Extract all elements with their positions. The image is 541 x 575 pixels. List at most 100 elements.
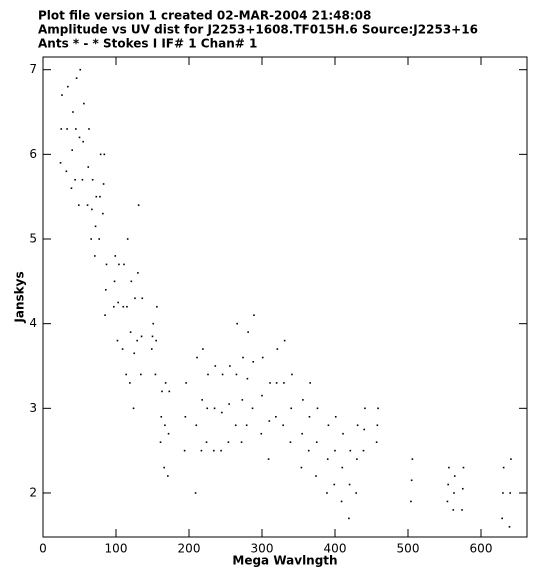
data-point: [340, 500, 343, 503]
data-point: [342, 432, 344, 435]
data-point: [308, 415, 311, 418]
data-point: [228, 403, 230, 405]
data-point: [301, 432, 303, 435]
data-point: [275, 415, 277, 418]
data-point: [326, 492, 328, 494]
data-point: [214, 365, 217, 367]
data-point: [161, 390, 163, 393]
data-point: [164, 424, 166, 427]
data-point: [282, 424, 284, 427]
data-point: [229, 365, 231, 367]
data-point: [502, 492, 504, 494]
data-point: [102, 212, 104, 215]
data-point: [315, 475, 317, 477]
data-point: [252, 360, 255, 363]
data-point: [290, 407, 293, 410]
data-point: [75, 77, 78, 79]
data-point: [156, 305, 158, 308]
data-point: [227, 441, 230, 443]
data-point: [453, 492, 455, 494]
data-point: [246, 377, 249, 380]
data-point: [376, 424, 379, 427]
data-point: [75, 128, 77, 130]
y-tick-label: 4: [29, 316, 37, 330]
data-point: [82, 140, 84, 143]
data-point: [99, 195, 101, 198]
data-point: [81, 178, 84, 181]
data-point: [83, 102, 85, 105]
data-point: [59, 162, 62, 164]
data-point: [87, 166, 90, 168]
data-point: [260, 432, 263, 435]
data-point: [206, 407, 209, 410]
data-point: [334, 449, 336, 452]
data-point: [183, 449, 186, 452]
data-point: [235, 373, 238, 376]
data-point: [410, 500, 412, 503]
data-point: [315, 441, 318, 443]
data-point: [151, 335, 154, 338]
data-point: [355, 492, 357, 494]
data-point: [327, 424, 330, 427]
data-point: [140, 373, 142, 376]
data-point: [349, 449, 352, 452]
data-point: [364, 407, 366, 410]
data-point: [99, 153, 102, 156]
y-tick-label: 5: [29, 232, 37, 246]
data-point: [91, 178, 94, 181]
data-point: [251, 407, 254, 410]
y-tick-label: 7: [29, 62, 37, 76]
data-point: [155, 339, 157, 342]
data-point: [94, 225, 97, 228]
y-tick-label: 3: [29, 401, 37, 415]
data-point: [122, 305, 125, 308]
data-point: [134, 297, 136, 300]
data-point: [447, 483, 449, 486]
data-point: [60, 128, 63, 130]
data-point: [123, 263, 125, 266]
data-point: [205, 441, 208, 443]
data-point: [461, 509, 463, 511]
data-point: [66, 128, 68, 130]
data-point: [104, 289, 107, 291]
data-point: [220, 449, 222, 452]
data-point: [196, 356, 198, 359]
data-point: [411, 458, 414, 460]
data-point: [200, 449, 203, 452]
data-point: [118, 263, 120, 266]
data-point: [377, 407, 379, 410]
y-tick-label: 6: [29, 147, 37, 161]
data-point: [184, 415, 187, 418]
data-point: [160, 415, 163, 418]
data-point: [140, 335, 143, 338]
data-point: [117, 301, 119, 304]
data-point: [167, 475, 169, 477]
data-point: [77, 204, 80, 206]
data-point: [90, 238, 92, 240]
data-point: [185, 382, 187, 384]
data-point: [202, 348, 204, 350]
data-point: [236, 322, 238, 325]
x-tick-label: 100: [105, 542, 128, 556]
data-point: [261, 394, 263, 397]
data-point: [67, 85, 69, 88]
data-point: [94, 255, 96, 257]
data-point: [113, 305, 115, 308]
y-axis-label: Janskys: [13, 271, 27, 323]
data-point: [121, 348, 124, 350]
data-point: [213, 449, 215, 452]
data-point: [102, 183, 105, 185]
data-point: [275, 382, 278, 384]
data-point: [71, 149, 74, 151]
data-point: [302, 399, 304, 401]
data-point: [307, 449, 310, 452]
data-point: [268, 420, 271, 422]
data-point: [291, 373, 293, 376]
data-point: [334, 415, 337, 418]
data-point: [283, 339, 286, 342]
data-point: [194, 492, 197, 494]
data-point: [333, 483, 336, 486]
data-point: [245, 424, 248, 427]
data-point: [213, 407, 216, 410]
data-point: [326, 458, 329, 460]
